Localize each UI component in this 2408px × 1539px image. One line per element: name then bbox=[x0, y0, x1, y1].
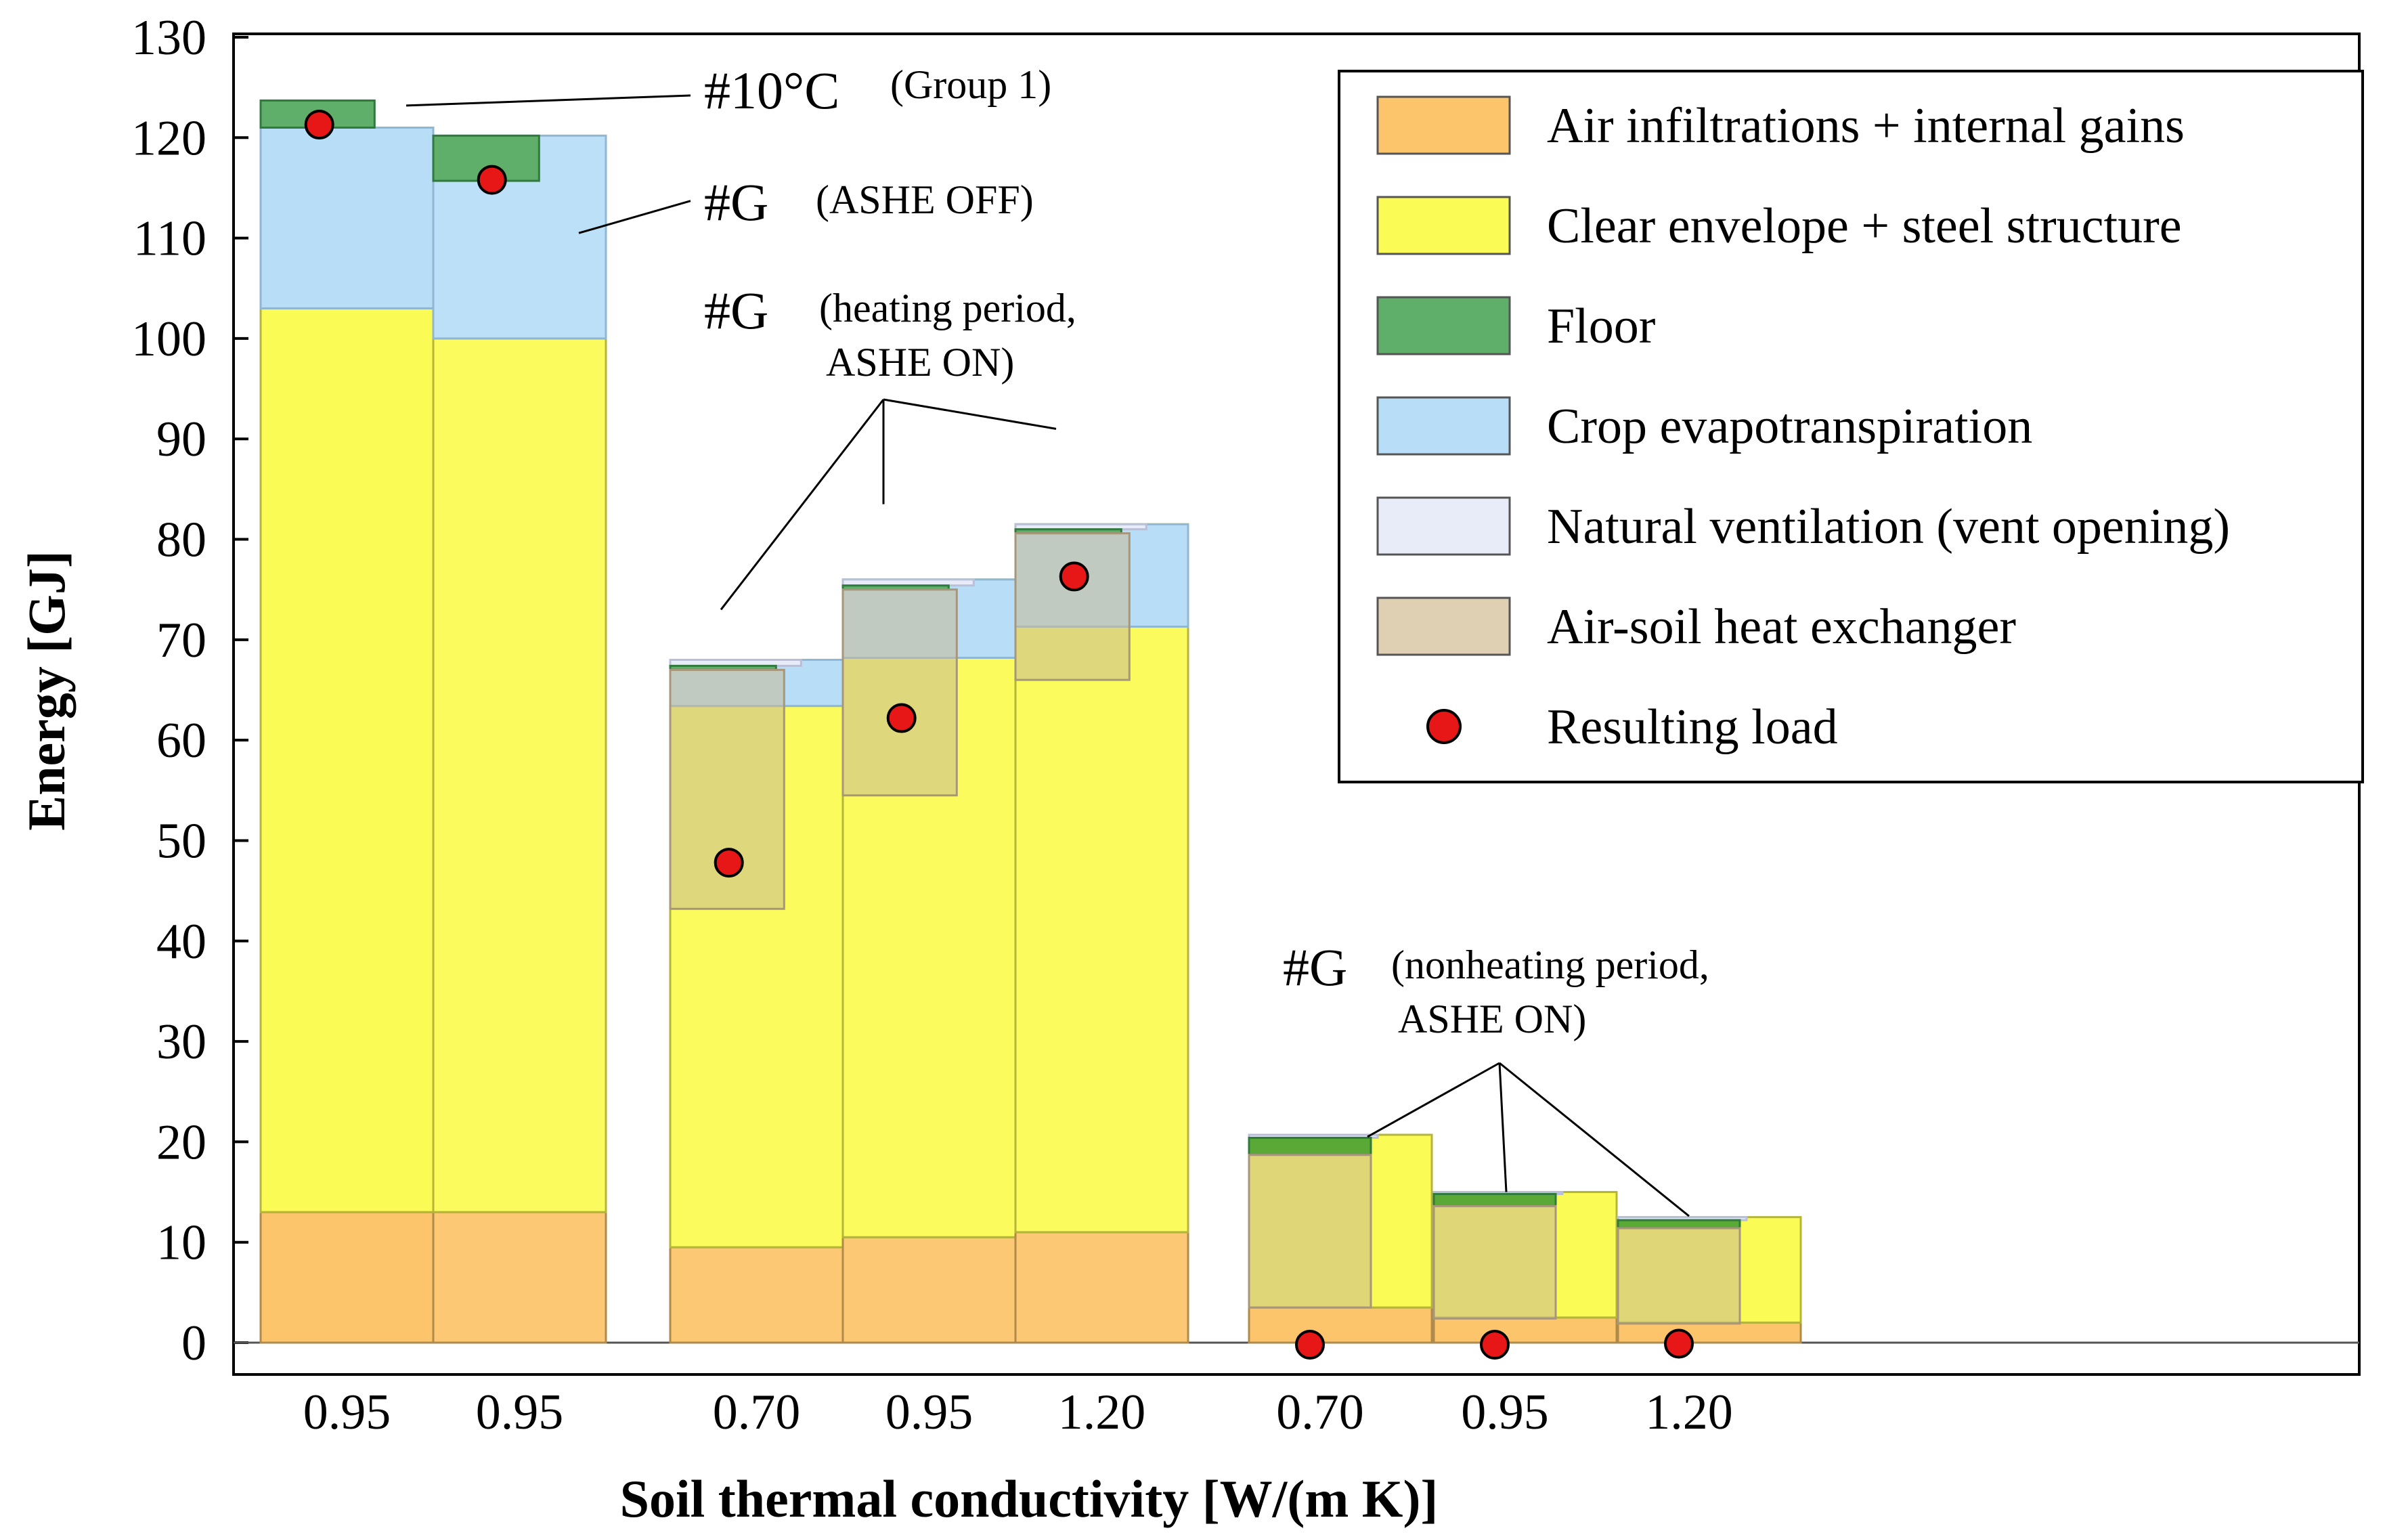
callout-line bbox=[1498, 1062, 1508, 1192]
y-tick-label: 10 bbox=[156, 1215, 206, 1271]
y-axis-title: Energy [GJ] bbox=[17, 550, 76, 831]
bar-segment-ashe bbox=[1014, 532, 1131, 681]
callout-line bbox=[578, 200, 691, 234]
annotation-subtitle: ASHE ON) bbox=[826, 340, 1014, 385]
bar-segment-ashe bbox=[1432, 1205, 1557, 1320]
resulting-load-point bbox=[1664, 1328, 1694, 1359]
y-tick-label: 70 bbox=[156, 613, 206, 668]
annotation-subtitle: ASHE ON) bbox=[1398, 997, 1586, 1041]
legend-label-crop: Crop evapotranspiration bbox=[1547, 399, 2032, 454]
x-tick-label: 0.95 bbox=[476, 1385, 564, 1440]
resulting-load-point bbox=[714, 848, 744, 878]
callout-line bbox=[1367, 1062, 1500, 1138]
legend-swatch-floor bbox=[1376, 296, 1511, 355]
annotation-title: #G bbox=[704, 281, 768, 340]
bar-segment-floor bbox=[1432, 1193, 1557, 1207]
x-tick-label: 0.70 bbox=[1276, 1385, 1364, 1440]
callout-line bbox=[883, 398, 1057, 430]
bar-segment-floor bbox=[1617, 1219, 1741, 1230]
legend-label-air: Air infiltrations + internal gains bbox=[1547, 98, 2185, 154]
legend-label-vent: Natural ventilation (vent opening) bbox=[1547, 499, 2230, 555]
callout-line bbox=[720, 399, 885, 611]
resulting-load-point bbox=[1480, 1329, 1510, 1360]
y-tick-label: 90 bbox=[156, 412, 206, 467]
annotation-subtitle: (Group 1) bbox=[890, 62, 1051, 107]
annotation-title: #G bbox=[1283, 938, 1347, 997]
legend-label-clear: Clear envelope + steel structure bbox=[1547, 198, 2182, 254]
y-tick-label: 80 bbox=[156, 513, 206, 568]
legend-label-floor: Floor bbox=[1547, 299, 1655, 354]
bar-segment-ashe bbox=[1617, 1227, 1741, 1325]
legend: Air infiltrations + internal gains Clear … bbox=[1338, 70, 2364, 783]
callout-line bbox=[406, 94, 691, 107]
resulting-load-point bbox=[1295, 1329, 1325, 1360]
x-tick-label: 1.20 bbox=[1645, 1385, 1733, 1440]
y-tick-label: 60 bbox=[156, 713, 206, 768]
resulting-load-point bbox=[477, 165, 507, 195]
resulting-load-point bbox=[304, 110, 334, 140]
bar-segment-ashe bbox=[1248, 1154, 1372, 1309]
y-tick-label: 40 bbox=[156, 914, 206, 970]
x-tick-label: 0.95 bbox=[885, 1385, 973, 1440]
bar-segment-air bbox=[669, 1246, 844, 1344]
bar-segment-air bbox=[841, 1236, 1017, 1344]
bar-segment-air bbox=[1014, 1231, 1189, 1344]
bar-segment-air bbox=[259, 1211, 435, 1344]
y-tick-label: 120 bbox=[131, 110, 206, 166]
bar-segment-ashe bbox=[841, 588, 958, 797]
x-axis-title: Soil thermal conductivity [W/(m K)] bbox=[620, 1469, 1439, 1528]
bar-segment-air bbox=[1432, 1316, 1618, 1344]
y-tick-label: 20 bbox=[156, 1114, 206, 1170]
callout-line bbox=[1499, 1062, 1690, 1217]
annotation-title: #G bbox=[704, 173, 768, 232]
bar-segment-air bbox=[1248, 1306, 1433, 1344]
legend-swatch-vent bbox=[1376, 496, 1511, 556]
x-tick-label: 0.95 bbox=[303, 1385, 391, 1440]
bar-segment-air bbox=[432, 1211, 607, 1344]
legend-swatch-air bbox=[1376, 95, 1511, 155]
legend-label-load: Resulting load bbox=[1547, 699, 1838, 755]
annotation-subtitle: (heating period, bbox=[819, 286, 1076, 330]
resulting-load-point bbox=[886, 703, 917, 733]
bar-segment-floor bbox=[1248, 1136, 1372, 1156]
annotation-subtitle: (ASHE OFF) bbox=[816, 177, 1034, 222]
annotation-subtitle: (nonheating period, bbox=[1391, 942, 1709, 987]
bar-segment-crop bbox=[259, 126, 435, 309]
x-tick-label: 0.70 bbox=[713, 1385, 801, 1440]
y-tick-label: 0 bbox=[181, 1316, 206, 1371]
y-tick-label: 100 bbox=[131, 311, 206, 367]
x-tick-label: 0.95 bbox=[1461, 1385, 1549, 1440]
legend-swatch-load bbox=[1426, 709, 1462, 744]
legend-swatch-ashe bbox=[1376, 597, 1511, 656]
y-tick-label: 30 bbox=[156, 1014, 206, 1070]
annotation-title: #10°C bbox=[704, 61, 839, 120]
y-tick-label: 130 bbox=[131, 10, 206, 66]
legend-swatch-crop bbox=[1376, 396, 1511, 456]
annotations: #10°C (Group 1) #G (ASHE OFF) #G (heating per… bbox=[406, 61, 1709, 1217]
y-tick-label: 110 bbox=[133, 211, 206, 267]
legend-swatch-clear bbox=[1376, 196, 1511, 255]
bar-segment-clear bbox=[432, 337, 607, 1213]
resulting-load-point bbox=[1059, 561, 1089, 592]
legend-label-ashe: Air-soil heat exchanger bbox=[1547, 599, 2016, 655]
bar-segment-clear bbox=[259, 307, 435, 1213]
bar-segment-air bbox=[1617, 1321, 1802, 1344]
y-tick-label: 50 bbox=[156, 813, 206, 869]
x-tick-label: 1.20 bbox=[1058, 1385, 1146, 1440]
plot-area: 0 10 20 30 40 50 60 70 80 90 100 110 120 130 0.95 0.95 0… bbox=[131, 10, 2364, 1440]
